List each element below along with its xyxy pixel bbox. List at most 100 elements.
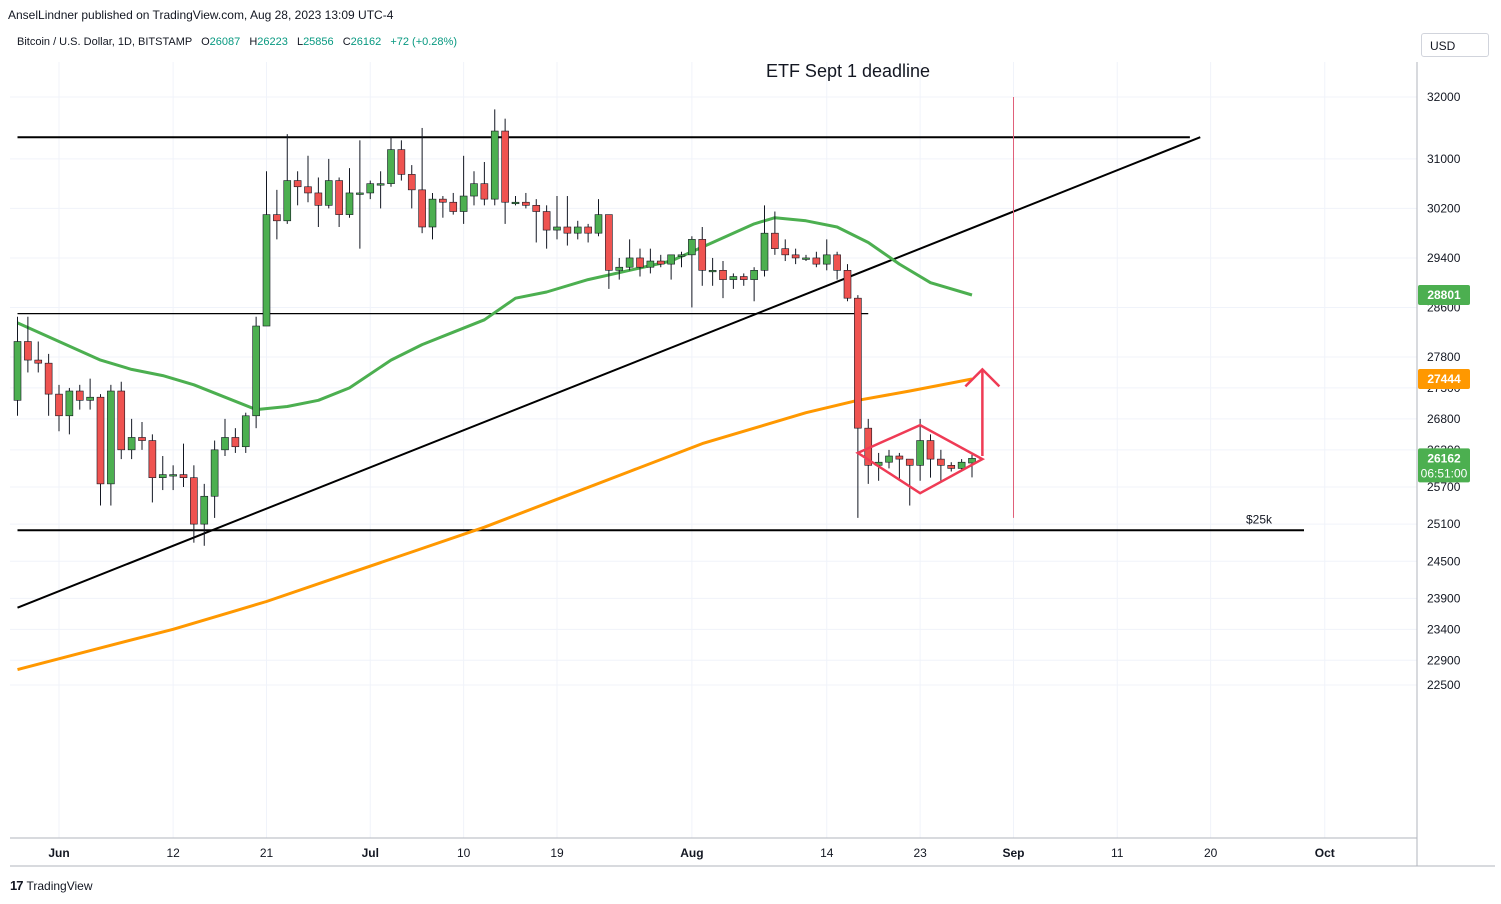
close-value: 26162: [350, 36, 382, 48]
x-tick-label: Aug: [680, 846, 703, 860]
price-label-countdown: 06:51:00: [1421, 466, 1468, 480]
candle-body: [563, 226, 572, 234]
candle: [708, 257, 717, 286]
y-tick-label: 27800: [1427, 350, 1461, 364]
candle-body: [615, 266, 624, 271]
candle: [719, 261, 727, 299]
candle: [65, 387, 74, 435]
candle: [158, 456, 167, 491]
candle: [584, 223, 592, 243]
candle-body: [335, 180, 343, 215]
candle-body: [252, 325, 260, 417]
candle-body: [584, 226, 592, 234]
candle: [376, 171, 385, 209]
chart-grid: [10, 62, 1417, 838]
candle-body: [439, 198, 447, 203]
y-tick-label: 25100: [1427, 517, 1461, 531]
candle: [210, 440, 219, 518]
candle: [553, 196, 561, 240]
x-tick-label: 20: [1204, 846, 1218, 860]
candle-body: [107, 390, 115, 485]
candle: [802, 254, 810, 262]
publisher-line: AnselLindner published on TradingView.co…: [8, 8, 394, 22]
y-tick-label: 25700: [1427, 480, 1461, 494]
candle: [397, 140, 406, 181]
candle: [324, 158, 333, 209]
candle-body: [573, 226, 582, 234]
candle: [179, 443, 188, 487]
candle: [252, 316, 260, 429]
candle-body: [791, 254, 800, 259]
symbol-name[interactable]: Bitcoin / U.S. Dollar, 1D, BITSTAMP: [17, 36, 193, 48]
candle-body: [625, 257, 634, 268]
candle-body: [822, 254, 831, 265]
axis-labels: 3200031000302002940028600278002730026800…: [48, 61, 1470, 860]
candle: [760, 205, 769, 277]
candle: [864, 418, 873, 484]
y-tick-label: 22500: [1427, 678, 1461, 692]
y-tick-label: 22900: [1427, 653, 1461, 667]
candle-body: [968, 458, 976, 464]
close-label: C: [342, 36, 351, 48]
candle: [947, 462, 956, 472]
candle: [646, 248, 655, 274]
candle-body: [459, 195, 468, 212]
candle: [356, 140, 364, 249]
candle: [677, 251, 686, 268]
candle: [885, 449, 893, 469]
x-tick-label: 14: [820, 846, 834, 860]
x-tick-label: 21: [260, 846, 274, 860]
candle: [283, 134, 292, 224]
candle-body: [656, 260, 665, 265]
candle-body: [231, 437, 240, 448]
candle: [418, 127, 426, 234]
candle: [190, 465, 198, 543]
candle-body: [905, 458, 914, 466]
candle-body: [314, 192, 323, 206]
y-tick-label: 23900: [1427, 591, 1461, 605]
diamond-outline: [855, 423, 986, 495]
candle-body: [148, 440, 157, 478]
candle: [833, 251, 841, 280]
candle-body: [771, 232, 779, 249]
candle-body: [636, 257, 644, 268]
candle: [522, 192, 530, 209]
candle-body: [387, 149, 395, 184]
candle-body: [739, 276, 748, 280]
candle-body: [470, 183, 478, 197]
candle: [241, 412, 250, 453]
candle-body: [356, 192, 364, 195]
candle: [750, 267, 758, 302]
candle: [200, 483, 209, 546]
price-label-bg: [1418, 285, 1470, 306]
candle: [345, 168, 354, 218]
candle: [34, 341, 43, 373]
candle: [729, 273, 738, 289]
candle-body: [947, 465, 956, 469]
candle-body: [480, 183, 489, 200]
candle: [86, 378, 94, 410]
candle-body: [532, 205, 541, 212]
candle-body: [179, 474, 188, 478]
currency-selector[interactable]: USD: [1421, 33, 1489, 57]
price-label-bg: [1418, 448, 1470, 483]
candle-body: [200, 495, 209, 525]
support-annotation: $25k: [1246, 512, 1273, 526]
candle-body: [937, 458, 945, 466]
moving-averages: [16, 216, 973, 672]
x-tick-label: 11: [1111, 846, 1124, 860]
candle: [138, 421, 146, 450]
ma-short-line: [16, 216, 973, 412]
candle-body: [241, 415, 250, 448]
candle-body: [667, 254, 675, 265]
candle-body: [926, 440, 935, 460]
candle-body: [407, 174, 416, 191]
candle: [563, 196, 572, 246]
candles: [13, 109, 976, 546]
candle: [221, 418, 229, 457]
candle: [656, 254, 665, 268]
candle-body: [833, 254, 841, 271]
candle-body: [542, 211, 551, 231]
candle-body: [760, 232, 769, 271]
